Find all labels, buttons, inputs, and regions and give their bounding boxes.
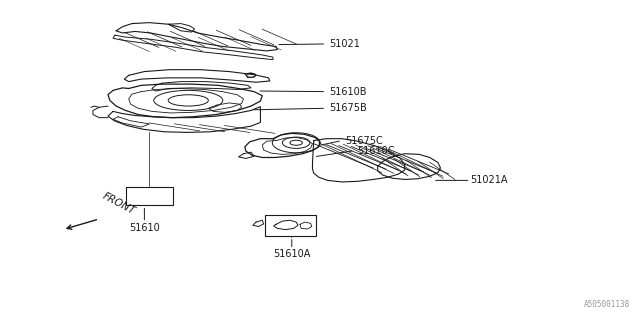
Text: 51610A: 51610A	[273, 249, 310, 260]
Text: FRONT: FRONT	[100, 191, 136, 216]
Text: 51675C: 51675C	[345, 136, 383, 146]
Text: 51610C: 51610C	[358, 146, 395, 156]
Text: A505001138: A505001138	[584, 300, 630, 309]
Bar	[125, 187, 173, 204]
Text: 51610: 51610	[129, 223, 160, 233]
Text: 51675B: 51675B	[330, 103, 367, 113]
Bar	[265, 215, 316, 236]
Text: 51610B: 51610B	[330, 87, 367, 97]
Text: 51021A: 51021A	[470, 175, 508, 185]
Text: 51021: 51021	[330, 39, 360, 49]
